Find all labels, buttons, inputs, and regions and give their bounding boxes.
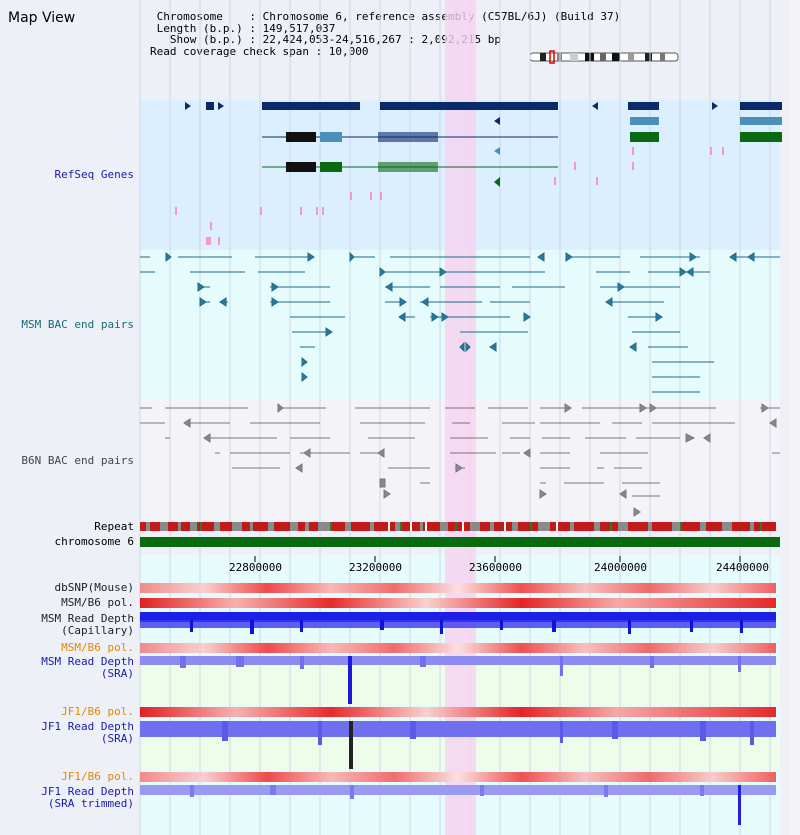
length-line: Length (b.p.) : 149,517,037 xyxy=(150,21,336,35)
axis-tick-1: 22800000 xyxy=(229,561,282,574)
axis-tick-4: 24000000 xyxy=(594,561,647,574)
chromosome-ideogram[interactable] xyxy=(529,50,679,64)
position-axis xyxy=(254,556,741,562)
label-line: (SRA) xyxy=(100,667,134,680)
chromosome-bar[interactable] xyxy=(140,537,780,547)
msm-bac-label[interactable]: MSM BAC end pairs xyxy=(21,318,134,331)
msm-sra-depth-track[interactable] xyxy=(140,656,776,704)
msm-depth-capillary-label[interactable]: MSM Read Depth (Capillary) xyxy=(0,613,134,637)
chromosome-label[interactable]: chromosome 6 xyxy=(54,535,134,548)
label-line: MSM Read Depth xyxy=(41,655,134,668)
label-line: (SRA trimmed) xyxy=(47,797,134,810)
jf1-depth-sra-label[interactable]: JF1 Read Depth (SRA) xyxy=(0,721,134,745)
axis-tick-3: 23600000 xyxy=(469,561,522,574)
repeat-track[interactable] xyxy=(140,522,776,531)
dbsnp-track[interactable] xyxy=(140,583,776,593)
refseq-genes-label[interactable]: RefSeq Genes xyxy=(54,168,134,181)
label-line: (Capillary) xyxy=(61,624,134,637)
jf1-depth-trimmed-label[interactable]: JF1 Read Depth (SRA trimmed) xyxy=(0,786,134,810)
jf1-b6-pol2-track[interactable] xyxy=(140,772,776,782)
jf1-b6-pol-label[interactable]: JF1/B6 pol. xyxy=(61,705,134,718)
page-title: Map View xyxy=(8,10,76,26)
jf1-b6-pol2-label[interactable]: JF1/B6 pol. xyxy=(61,770,134,783)
axis-tick-5: 24400000 xyxy=(716,561,769,574)
jf1-b6-pol-track[interactable] xyxy=(140,707,776,717)
repeat-label[interactable]: Repeat xyxy=(94,520,134,533)
label-line: JF1 Read Depth xyxy=(41,720,134,733)
msm-b6-pol2-track[interactable] xyxy=(140,643,776,653)
b6n-bac-end-pairs-track[interactable] xyxy=(140,402,780,517)
msm-bac-end-pairs-track[interactable] xyxy=(140,251,780,393)
label-line: JF1 Read Depth xyxy=(41,785,134,798)
msm-b6-pol-track[interactable] xyxy=(140,598,776,608)
dbsnp-label[interactable]: dbSNP(Mouse) xyxy=(54,581,134,594)
msm-b6-pol-label[interactable]: MSM/B6 pol. xyxy=(61,596,134,609)
msm-b6-pol2-label[interactable]: MSM/B6 pol. xyxy=(61,641,134,654)
label-line: (SRA) xyxy=(100,732,134,745)
label-line: MSM Read Depth xyxy=(41,612,134,625)
jf1-sra-trimmed-depth-track[interactable] xyxy=(140,785,776,825)
coverage-span-line: Read coverage check span : 10,000 xyxy=(150,44,369,58)
refseq-genes-track[interactable] xyxy=(175,102,782,245)
msm-depth-sra-label[interactable]: MSM Read Depth (SRA) xyxy=(0,656,134,680)
jf1-sra-depth-track[interactable] xyxy=(140,721,776,769)
axis-tick-2: 23200000 xyxy=(349,561,402,574)
highlight-region[interactable] xyxy=(445,0,476,835)
msm-capillary-depth-track[interactable] xyxy=(140,612,776,634)
b6n-bac-label[interactable]: B6N BAC end pairs xyxy=(21,454,134,467)
right-margin xyxy=(790,0,800,835)
chromosome-info: Chromosome : Chromosome 6, reference ass… xyxy=(150,11,620,57)
